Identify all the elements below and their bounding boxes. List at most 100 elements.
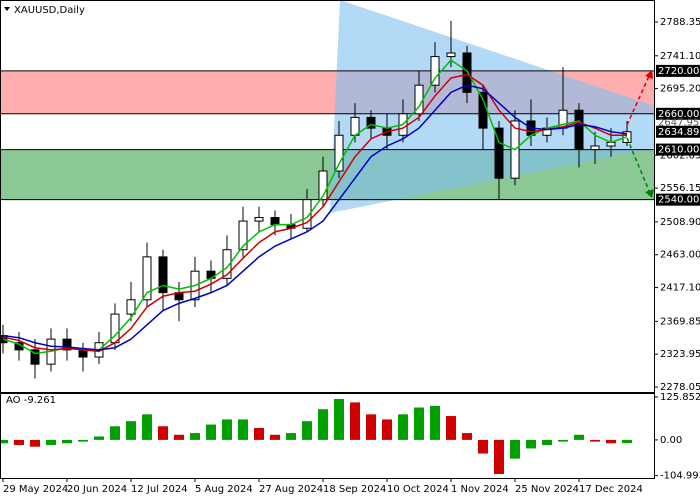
candle-body — [302, 199, 312, 229]
candle-body — [334, 134, 344, 172]
x-tick-label: 18 Sep 2024 — [323, 484, 386, 495]
ao-bar — [110, 426, 120, 440]
level-label: 2540.00 — [658, 195, 699, 206]
down-arrow-head — [645, 189, 654, 198]
candle-body — [430, 56, 440, 86]
ao-label: AO -9.261 — [6, 395, 56, 406]
ao-bar — [318, 409, 328, 440]
candle-body — [366, 116, 376, 129]
ao-bar — [238, 419, 248, 440]
ask-price-label: 2647.95 — [658, 117, 699, 128]
chart-title: XAUUSD,Daily — [14, 5, 85, 16]
candle-body — [462, 52, 472, 93]
candle-body — [142, 256, 152, 301]
ao-frame — [0, 393, 655, 479]
moving-average — [2, 84, 628, 351]
candle-body — [318, 170, 328, 201]
ao-bar — [254, 427, 264, 440]
ao-bar — [574, 434, 584, 440]
y-tick-label: 2278.05 — [660, 382, 700, 393]
candle-body — [254, 217, 264, 222]
level-tag — [656, 64, 700, 77]
y-tick-label: 2695.20 — [660, 84, 700, 95]
ao-bar — [606, 439, 616, 444]
level-label: 2660.00 — [658, 109, 699, 120]
y-tick-label: 2323.95 — [660, 349, 700, 360]
wedge — [330, 0, 655, 213]
candle-body — [494, 127, 504, 179]
ao-tick-label: -104.993 — [660, 471, 700, 482]
ao-bar — [126, 421, 136, 440]
ao-bar — [302, 421, 312, 440]
candle-body — [590, 145, 600, 151]
ao-bar — [78, 439, 88, 442]
y-tick-label: 2417.10 — [660, 283, 700, 294]
moving-average — [2, 59, 628, 355]
x-tick-label: 25 Nov 2024 — [515, 484, 579, 495]
y-tick-label: 2788.35 — [660, 17, 700, 28]
y-tick-label: 2369.85 — [660, 316, 700, 327]
candle-body — [238, 220, 248, 251]
ao-bar — [286, 433, 296, 440]
ao-bar — [0, 439, 8, 444]
candle-body — [478, 91, 488, 129]
ao-bar — [206, 424, 216, 440]
ao-bar — [510, 439, 520, 459]
ao-bar — [590, 439, 600, 442]
ao-bar — [190, 433, 200, 440]
candle-body — [126, 299, 136, 315]
ao-bar — [46, 439, 56, 446]
price-tag — [656, 125, 700, 138]
candle-body — [158, 256, 168, 294]
level-label: 2720.00 — [658, 66, 699, 77]
down-arrow — [626, 137, 651, 194]
candle-body — [30, 349, 40, 365]
ao-bar — [158, 426, 168, 440]
moving-average — [2, 73, 627, 353]
ao-bar — [462, 433, 472, 440]
price-label: 2634.89 — [658, 127, 699, 138]
candle-body — [270, 217, 280, 226]
candle-body — [574, 109, 584, 151]
ao-bar — [62, 439, 72, 444]
ao-bar — [622, 439, 632, 444]
y-tick-label: 2556.15 — [660, 183, 700, 194]
ao-bar — [494, 439, 504, 474]
ao-bar — [398, 414, 408, 440]
up-arrow-head — [645, 70, 653, 79]
x-tick-label: 17 Dec 2024 — [579, 484, 643, 495]
ao-bar — [334, 398, 344, 440]
ao-tick-label: 0.00 — [660, 435, 682, 446]
plot — [0, 20, 655, 474]
ao-bar — [94, 436, 104, 440]
candle-body — [62, 338, 72, 351]
ao-bar — [366, 414, 376, 440]
x-tick-label: 27 Aug 2024 — [259, 484, 323, 495]
ao-tick-label: 125.852 — [660, 392, 700, 403]
x-tick-label: 1 Nov 2024 — [451, 484, 509, 495]
y-tick-label: 2463.00 — [660, 250, 700, 261]
ao-bar — [142, 414, 152, 440]
y-tick-label: 2602.05 — [660, 150, 700, 161]
ao-bar — [430, 405, 440, 440]
candle-body — [446, 52, 456, 58]
ao-bar — [382, 419, 392, 440]
candle-body — [78, 349, 88, 358]
up-arrow — [626, 73, 651, 126]
ao-bar — [542, 439, 552, 446]
x-tick-label: 29 May 2024 — [3, 484, 68, 495]
ao-bar — [526, 439, 536, 449]
level-tag — [656, 143, 700, 156]
main-frame — [0, 0, 655, 393]
x-tick-label: 12 Jul 2024 — [131, 484, 188, 495]
y-tick-label: 2508.90 — [660, 217, 700, 228]
x-tick-label: 20 Jun 2024 — [67, 484, 127, 495]
ao-bar — [222, 419, 232, 440]
candle-body — [222, 249, 232, 279]
x-tick-label: 5 Aug 2024 — [195, 484, 253, 495]
y-tick-label: 2741.10 — [660, 51, 700, 62]
ao-bar — [270, 434, 280, 440]
level-tag — [656, 193, 700, 206]
ao-bar — [14, 439, 24, 446]
